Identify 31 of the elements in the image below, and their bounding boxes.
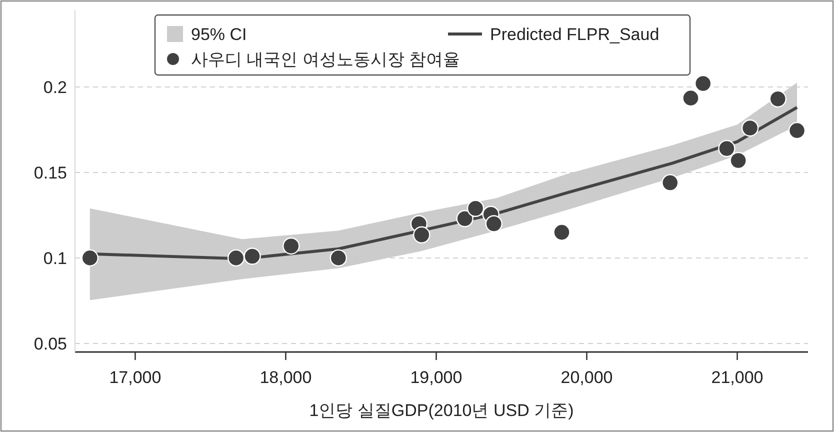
x-tick-label: 21,000 [711, 368, 764, 387]
point [662, 174, 679, 192]
point [330, 249, 347, 267]
point [81, 249, 98, 267]
y-tick-label: 0.1 [43, 248, 67, 268]
y-tick-label: 0.15 [34, 163, 67, 182]
x-tick-label: 18,000 [260, 368, 312, 387]
point [682, 89, 700, 107]
y-tick-label: 0.2 [43, 78, 67, 97]
point [282, 237, 300, 255]
point [466, 200, 484, 217]
point [788, 122, 806, 140]
y-tick-label: 0.05 [34, 334, 67, 354]
annotation: 95% CI [191, 25, 247, 44]
point [413, 226, 430, 244]
x-tick-label: 19,000 [410, 368, 462, 387]
x-tick-label: 17,000 [109, 368, 162, 387]
point [769, 90, 786, 108]
point [227, 249, 245, 267]
point [741, 119, 759, 137]
point [718, 140, 736, 158]
legend-label: Predicted FLPR_Saud [490, 25, 660, 44]
point [456, 210, 474, 228]
point [730, 152, 747, 170]
point [553, 224, 570, 241]
legend-label: 사우디 내국인 여성노동시장 참여율 [191, 50, 460, 69]
point [244, 248, 261, 265]
point [694, 74, 712, 92]
x-tick-label: 20,000 [560, 368, 613, 387]
x-axis-title: 1인당 실질GDP(2010년 USD 기준) [309, 401, 574, 420]
point [485, 215, 502, 232]
